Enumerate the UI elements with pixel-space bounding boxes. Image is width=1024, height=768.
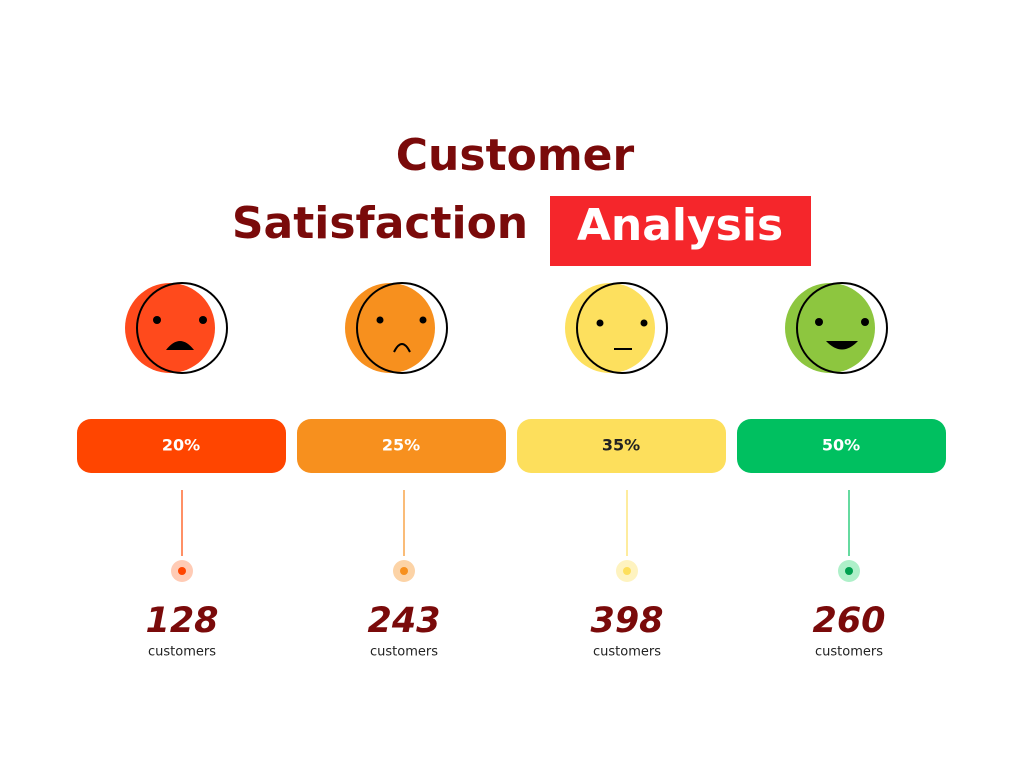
title-highlight: Analysis xyxy=(577,200,783,251)
percent-label: 25% xyxy=(382,436,420,455)
connector xyxy=(616,490,638,582)
customer-count: 260 xyxy=(812,601,885,641)
percent-label: 50% xyxy=(822,436,860,455)
face-sad xyxy=(345,282,448,374)
percent-bar xyxy=(737,419,946,473)
connector xyxy=(171,490,193,582)
title-line2: Satisfaction xyxy=(232,198,528,249)
count-unit: customers xyxy=(593,645,661,660)
face-neutral xyxy=(565,282,668,374)
percent-label: 20% xyxy=(162,436,200,455)
count-unit: customers xyxy=(148,645,216,660)
percent-bar xyxy=(517,419,726,473)
percent-bar xyxy=(77,419,286,473)
percent-label: 35% xyxy=(602,436,640,455)
customer-count: 128 xyxy=(145,601,218,641)
count-unit: customers xyxy=(815,645,883,660)
count-unit: customers xyxy=(370,645,438,660)
connector xyxy=(393,490,415,582)
highlight-box xyxy=(550,196,811,266)
connector xyxy=(838,490,860,582)
face-angry xyxy=(125,282,228,374)
customer-count: 243 xyxy=(367,601,440,641)
customer-count: 398 xyxy=(590,601,663,641)
face-happy xyxy=(785,282,888,374)
title-line1: Customer xyxy=(396,130,635,181)
percent-bar xyxy=(297,419,506,473)
